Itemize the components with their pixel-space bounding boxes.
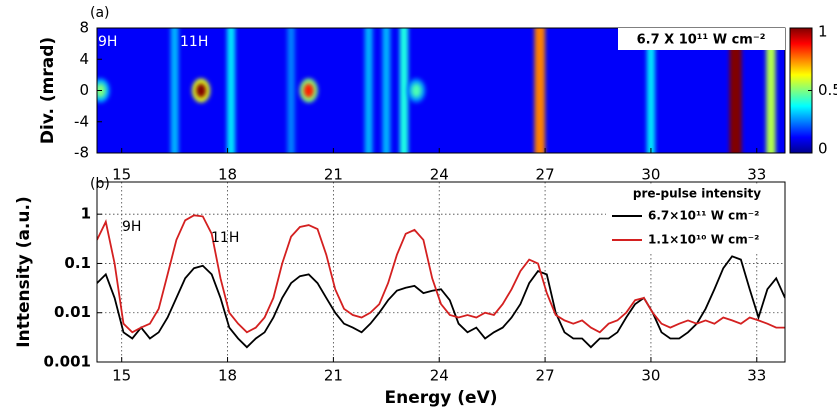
colorbar-tick-label: 0.5: [818, 81, 837, 99]
annotation: 9H: [122, 219, 141, 235]
y-tick-label: -4: [74, 112, 89, 130]
annotation: 11H: [211, 230, 239, 246]
x-tick-label: 33: [747, 367, 766, 385]
stripe: [227, 28, 236, 153]
y-tick-label: 8: [79, 19, 89, 37]
x-tick-label: 18: [218, 367, 237, 385]
stripe: [534, 28, 546, 153]
legend-label: 6.7×10¹¹ W cm⁻²: [648, 209, 759, 223]
x-tick-label: 21: [324, 367, 343, 385]
stripe: [170, 28, 179, 153]
colorbar-tick-label: 0: [818, 140, 828, 158]
inset-label: 6.7 X 10¹¹ W cm⁻²: [637, 33, 766, 48]
y-axis-label: Inttensity (a.u.): [14, 196, 34, 347]
inset-label-box: [618, 28, 785, 50]
stripe: [364, 28, 373, 153]
stripe: [382, 28, 391, 153]
x-tick-label: 15: [112, 166, 131, 184]
colorbar-tick-label: 1: [818, 23, 828, 41]
x-tick-label: 33: [747, 166, 766, 184]
x-tick-label: 24: [430, 166, 449, 184]
panel-label: (b): [90, 176, 110, 192]
x-axis-label: Energy (eV): [384, 388, 497, 408]
plot-lines: [97, 214, 785, 349]
plot-frame: [96, 181, 786, 363]
y-tick-label: 0.1: [64, 254, 91, 272]
spot-core: [196, 83, 207, 98]
data-line: [97, 255, 785, 349]
y-tick-label: 0.01: [54, 303, 91, 321]
x-tick-label: 21: [324, 166, 343, 184]
legend-label: 1.1×10¹⁰ W cm⁻²: [648, 233, 759, 247]
stripe: [766, 28, 776, 153]
data-line: [97, 214, 785, 334]
y-tick-label: 1: [81, 205, 91, 223]
y-tick-label: 4: [79, 50, 89, 68]
x-tick-label: 30: [641, 166, 660, 184]
spot-core: [303, 83, 314, 98]
x-tick-label: 27: [536, 367, 555, 385]
spot-core: [411, 83, 422, 98]
x-tick-label: 27: [536, 166, 555, 184]
x-tick-label: 18: [218, 166, 237, 184]
x-tick-label: 15: [112, 367, 131, 385]
annotation: 9H: [98, 34, 117, 50]
x-tick-label: 24: [430, 367, 449, 385]
stripe: [399, 28, 409, 153]
annotation: 11H: [180, 34, 208, 50]
panel-label: (a): [90, 5, 110, 21]
y-tick-label: -8: [74, 144, 89, 162]
y-axis-label: Div. (mrad): [38, 37, 58, 144]
stripe: [287, 28, 295, 153]
stripe: [729, 28, 742, 153]
y-tick-label: 0: [79, 81, 89, 99]
legend-title: pre-pulse intensity: [633, 187, 761, 201]
x-tick-label: 30: [641, 367, 660, 385]
y-tick-label: 0.001: [44, 353, 91, 371]
stripe: [646, 28, 655, 153]
